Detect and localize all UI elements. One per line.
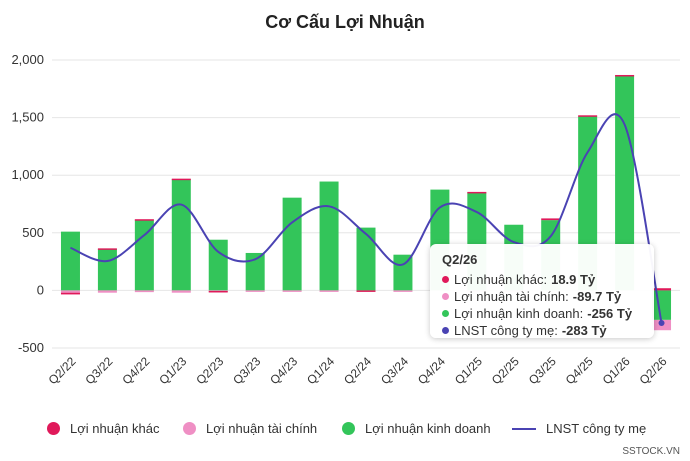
bar-Q4-23-s1 (282, 290, 302, 292)
x-tick-label: Q1/25 (452, 354, 485, 387)
x-tick-label: Q2/25 (489, 354, 522, 387)
x-tick-label: Q3/24 (378, 354, 411, 387)
x-tick-label: Q3/23 (230, 354, 263, 387)
bar-Q2-22-s0 (60, 292, 80, 295)
tooltip-value: -89.7 Tỷ (572, 289, 622, 304)
chart-title: Cơ Cấu Lợi Nhuận (265, 12, 425, 32)
lnst-line (70, 113, 663, 324)
bar-Q1-24-s1 (319, 290, 339, 292)
y-tick-label: 2,000 (11, 52, 44, 67)
bar-Q3-24-s2 (393, 254, 413, 291)
tooltip-label: Lợi nhuận kinh doanh: (454, 306, 584, 321)
bar-Q4-22-s0 (134, 219, 154, 221)
tooltip-label: Lợi nhuận khác: (454, 272, 548, 287)
x-tick-label: Q2/22 (46, 354, 79, 387)
y-tick-label: 1,500 (11, 110, 44, 125)
x-tick-label: Q4/24 (415, 354, 448, 387)
bar-Q2-22-s2 (60, 231, 80, 291)
bar-Q3-23-s2 (245, 252, 265, 291)
legend-item-lnst[interactable]: LNST công ty mẹ (512, 421, 646, 436)
bar-Q4-23-s2 (282, 197, 302, 291)
bar-Q3-25-s0 (541, 218, 561, 221)
x-tick-label: Q2/26 (637, 354, 670, 387)
line-series (70, 113, 665, 327)
lnst-point-active (658, 320, 665, 327)
x-tick-label: Q1/24 (304, 354, 337, 387)
y-tick-label: 0 (37, 282, 44, 297)
x-tick-label: Q2/24 (341, 354, 374, 387)
bar-Q1-23-s2 (171, 179, 191, 291)
bar-Q1-26-s0 (615, 74, 635, 77)
y-tick-label: -500 (18, 340, 44, 355)
bar-Q4-25-s0 (578, 115, 598, 117)
tooltip-dot (442, 276, 449, 283)
legend-marker-khac (47, 422, 60, 435)
y-tick-label: 1,000 (11, 167, 44, 182)
bar-Q2-24-s2 (356, 227, 376, 291)
bar-Q3-22-s2 (97, 248, 117, 291)
legend-label: Lợi nhuận kinh doanh (365, 421, 491, 436)
bar-Q3-24-s1 (393, 290, 413, 292)
tooltip-dot (442, 293, 449, 300)
y-tick-label: 500 (22, 225, 44, 240)
tooltip-row: Lợi nhuận tài chính: -89.7 Tỷ (442, 289, 621, 304)
bar-Q2-23-s2 (208, 239, 228, 291)
tooltip-row: LNST công ty mẹ: -283 Tỷ (442, 323, 607, 338)
legend: Lợi nhuận khác Lợi nhuận tài chính Lợi n… (0, 421, 690, 443)
x-tick-label: Q1/26 (600, 354, 633, 387)
legend-item-tai-chinh[interactable]: Lợi nhuận tài chính (183, 421, 317, 436)
bar-Q2-24-s0 (356, 290, 376, 292)
x-axis-ticks: Q2/22 Q3/22 Q4/22 Q1/23 Q2/23 Q3/23 Q4/23 Q1/24… (46, 354, 670, 387)
x-tick-label: Q3/22 (83, 354, 116, 387)
tooltip-label: LNST công ty mẹ: (454, 323, 558, 338)
tooltip-row: Lợi nhuận kinh doanh: -256 Tỷ (442, 306, 632, 321)
legend-label: Lợi nhuận tài chính (206, 421, 318, 436)
bar-Q2-23-s0 (208, 290, 228, 293)
y-axis-ticks: 2,000 1,500 1,000 500 0 -500 (11, 52, 44, 355)
tooltip: Q2/26 Lợi nhuận khác: 18.9 Tỷ Lợi nhuận … (430, 244, 654, 338)
bar-Q4-22-s2 (134, 219, 154, 291)
bar-Q3-22-s0 (97, 248, 117, 250)
bar-Q1-23-s1 (171, 290, 191, 293)
tooltip-title: Q2/26 (442, 252, 478, 267)
legend-marker-lnst (512, 427, 536, 430)
bar-Q1-26-s2 (615, 75, 635, 291)
tooltip-label: Lợi nhuận tài chính: (454, 289, 569, 304)
bar-Q4-22-s1 (134, 290, 154, 293)
legend-item-kinh-doanh[interactable]: Lợi nhuận kinh doanh (342, 421, 491, 436)
bar-Q2-22-s1 (60, 290, 80, 293)
bar-Q2-26-s2 (652, 290, 672, 320)
x-tick-label: Q4/23 (267, 354, 300, 387)
legend-marker-tai-chinh (183, 422, 196, 435)
tooltip-row: Lợi nhuận khác: 18.9 Tỷ (442, 272, 595, 287)
tooltip-value: -283 Tỷ (561, 323, 607, 338)
bar-Q3-23-s1 (245, 290, 265, 292)
x-tick-label: Q3/25 (526, 354, 559, 387)
tooltip-value: 18.9 Tỷ (551, 272, 596, 287)
tooltip-value: -256 Tỷ (587, 306, 633, 321)
legend-marker-kinh-doanh (342, 422, 355, 435)
site-watermark: SSTOCK.VN (622, 446, 680, 457)
bar-Q2-26-s0 (652, 288, 672, 291)
bar-Q3-22-s1 (97, 290, 117, 293)
legend-label: LNST công ty mẹ (546, 421, 647, 436)
legend-label: Lợi nhuận khác (70, 421, 160, 436)
bar-Q1-25-s0 (467, 191, 487, 194)
tooltip-dot (442, 310, 449, 317)
bar-Q1-23-s0 (171, 178, 191, 181)
legend-item-khac[interactable]: Lợi nhuận khác (47, 421, 159, 436)
x-tick-label: Q2/23 (193, 354, 226, 387)
tooltip-dot (442, 327, 449, 334)
bar-Q1-24-s2 (319, 181, 339, 291)
x-tick-label: Q1/23 (156, 354, 189, 387)
x-tick-label: Q4/22 (119, 354, 152, 387)
x-tick-label: Q4/25 (563, 354, 596, 387)
